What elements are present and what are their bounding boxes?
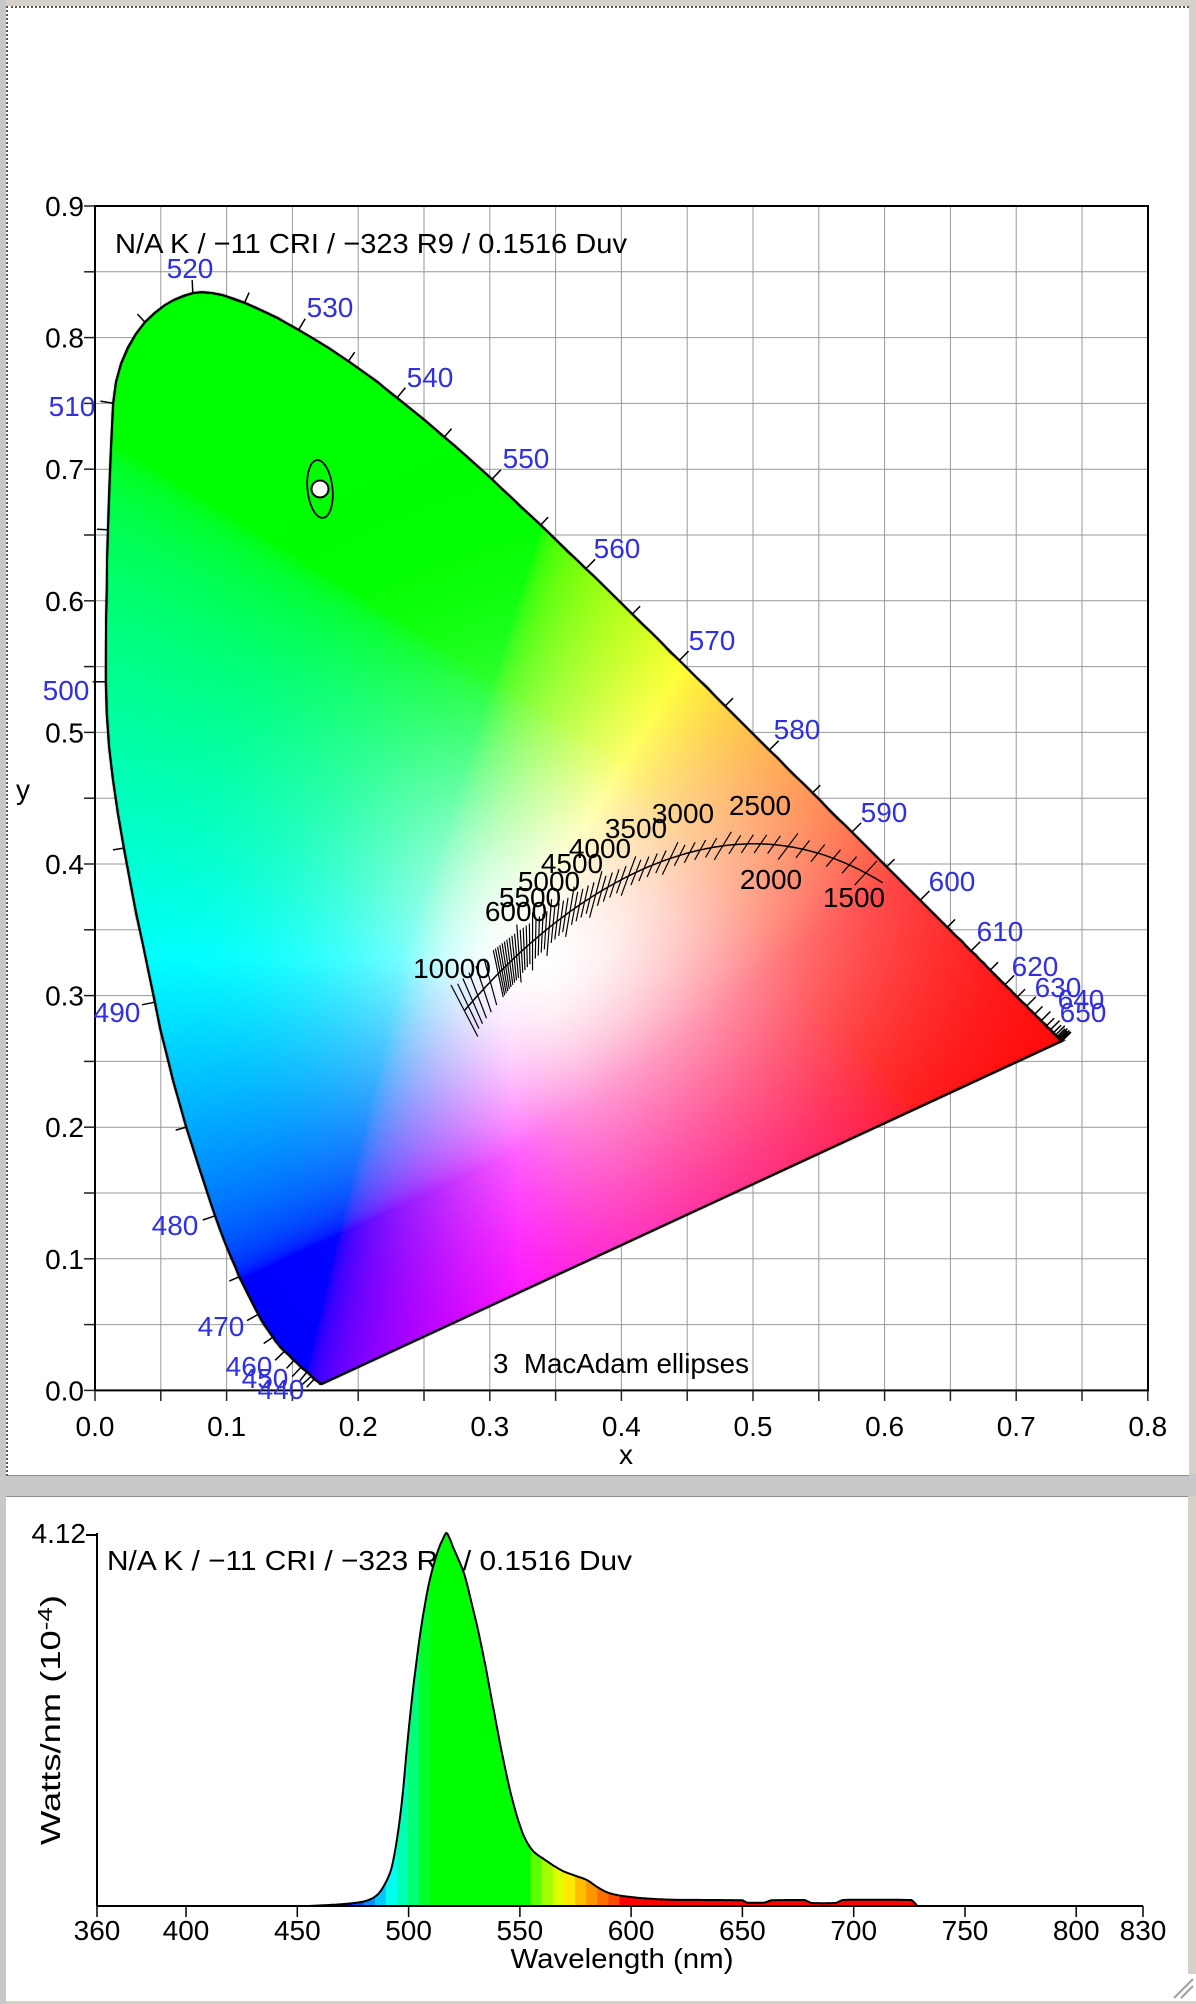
svg-text:550: 550 bbox=[503, 443, 550, 474]
svg-text:600: 600 bbox=[929, 866, 976, 897]
svg-text:0.1: 0.1 bbox=[45, 1244, 84, 1275]
svg-text:0.2: 0.2 bbox=[45, 1112, 84, 1143]
svg-text:10000: 10000 bbox=[413, 953, 491, 984]
svg-text:580: 580 bbox=[774, 714, 821, 745]
svg-text:450: 450 bbox=[274, 1915, 321, 1946]
svg-text:3000: 3000 bbox=[652, 798, 714, 829]
svg-text:0.6: 0.6 bbox=[865, 1411, 904, 1442]
svg-text:470: 470 bbox=[198, 1311, 245, 1342]
svg-text:630: 630 bbox=[1035, 972, 1082, 1003]
svg-text:Wavelength (nm): Wavelength (nm) bbox=[511, 1943, 734, 1974]
svg-text:440: 440 bbox=[258, 1374, 305, 1405]
svg-text:500: 500 bbox=[43, 675, 90, 706]
svg-text:4.12: 4.12 bbox=[32, 1518, 87, 1549]
svg-text:500: 500 bbox=[385, 1915, 432, 1946]
svg-text:650: 650 bbox=[719, 1915, 766, 1946]
svg-text:510: 510 bbox=[49, 391, 96, 422]
svg-text:3 MacAdam ellipses: 3 MacAdam ellipses bbox=[493, 1348, 749, 1379]
svg-text:3500: 3500 bbox=[605, 813, 667, 844]
svg-text:0.2: 0.2 bbox=[339, 1411, 378, 1442]
svg-text:400: 400 bbox=[163, 1915, 210, 1946]
svg-text:550: 550 bbox=[497, 1915, 544, 1946]
svg-text:830: 830 bbox=[1120, 1915, 1167, 1946]
svg-text:490: 490 bbox=[94, 997, 141, 1028]
svg-text:1500: 1500 bbox=[823, 882, 885, 913]
svg-text:460: 460 bbox=[226, 1351, 273, 1382]
svg-text:0.0: 0.0 bbox=[76, 1411, 115, 1442]
svg-text:5500: 5500 bbox=[499, 882, 561, 913]
svg-text:0.4: 0.4 bbox=[45, 849, 84, 880]
svg-text:y: y bbox=[16, 774, 30, 805]
svg-text:2500: 2500 bbox=[729, 790, 791, 821]
svg-text:650: 650 bbox=[1060, 997, 1107, 1028]
svg-text:480: 480 bbox=[152, 1210, 199, 1241]
svg-text:620: 620 bbox=[1012, 951, 1059, 982]
svg-text:570: 570 bbox=[689, 625, 736, 656]
svg-text:800: 800 bbox=[1053, 1915, 1100, 1946]
svg-text:540: 540 bbox=[407, 362, 454, 393]
svg-text:700: 700 bbox=[830, 1915, 877, 1946]
svg-text:4000: 4000 bbox=[569, 833, 631, 864]
svg-text:640: 640 bbox=[1058, 984, 1105, 1015]
svg-text:2000: 2000 bbox=[740, 864, 802, 895]
svg-text:520: 520 bbox=[167, 253, 214, 284]
svg-text:N/A K / −11 CRI / −323 R9 / 0.: N/A K / −11 CRI / −323 R9 / 0.1516 Duv bbox=[115, 228, 627, 259]
svg-text:0.0: 0.0 bbox=[45, 1375, 84, 1406]
svg-text:600: 600 bbox=[608, 1915, 655, 1946]
svg-text:0.4: 0.4 bbox=[602, 1411, 641, 1442]
svg-text:0.6: 0.6 bbox=[45, 586, 84, 617]
svg-text:610: 610 bbox=[977, 916, 1024, 947]
svg-text:6000: 6000 bbox=[485, 896, 547, 927]
svg-text:0.1: 0.1 bbox=[207, 1411, 246, 1442]
svg-text:0.3: 0.3 bbox=[470, 1411, 509, 1442]
svg-text:0.9: 0.9 bbox=[45, 191, 84, 222]
svg-text:560: 560 bbox=[594, 533, 641, 564]
svg-text:450: 450 bbox=[242, 1363, 289, 1394]
svg-text:5000: 5000 bbox=[518, 866, 580, 897]
svg-text:0.3: 0.3 bbox=[45, 981, 84, 1012]
svg-text:0.7: 0.7 bbox=[997, 1411, 1036, 1442]
svg-text:0.8: 0.8 bbox=[45, 323, 84, 354]
svg-text:750: 750 bbox=[942, 1915, 989, 1946]
svg-text:360: 360 bbox=[74, 1915, 121, 1946]
svg-text:590: 590 bbox=[861, 797, 908, 828]
svg-text:0.5: 0.5 bbox=[734, 1411, 773, 1442]
svg-text:N/A K / −11 CRI / −323 R9 / 0.: N/A K / −11 CRI / −323 R9 / 0.1516 Duv bbox=[107, 1545, 632, 1576]
svg-text:0.7: 0.7 bbox=[45, 454, 84, 485]
svg-text:0.8: 0.8 bbox=[1128, 1411, 1167, 1442]
svg-text:Watts/nm (10-4): Watts/nm (10-4) bbox=[35, 1595, 66, 1845]
svg-text:x: x bbox=[619, 1439, 633, 1470]
svg-text:530: 530 bbox=[307, 292, 354, 323]
svg-text:0.5: 0.5 bbox=[45, 717, 84, 748]
svg-text:4500: 4500 bbox=[541, 848, 603, 879]
